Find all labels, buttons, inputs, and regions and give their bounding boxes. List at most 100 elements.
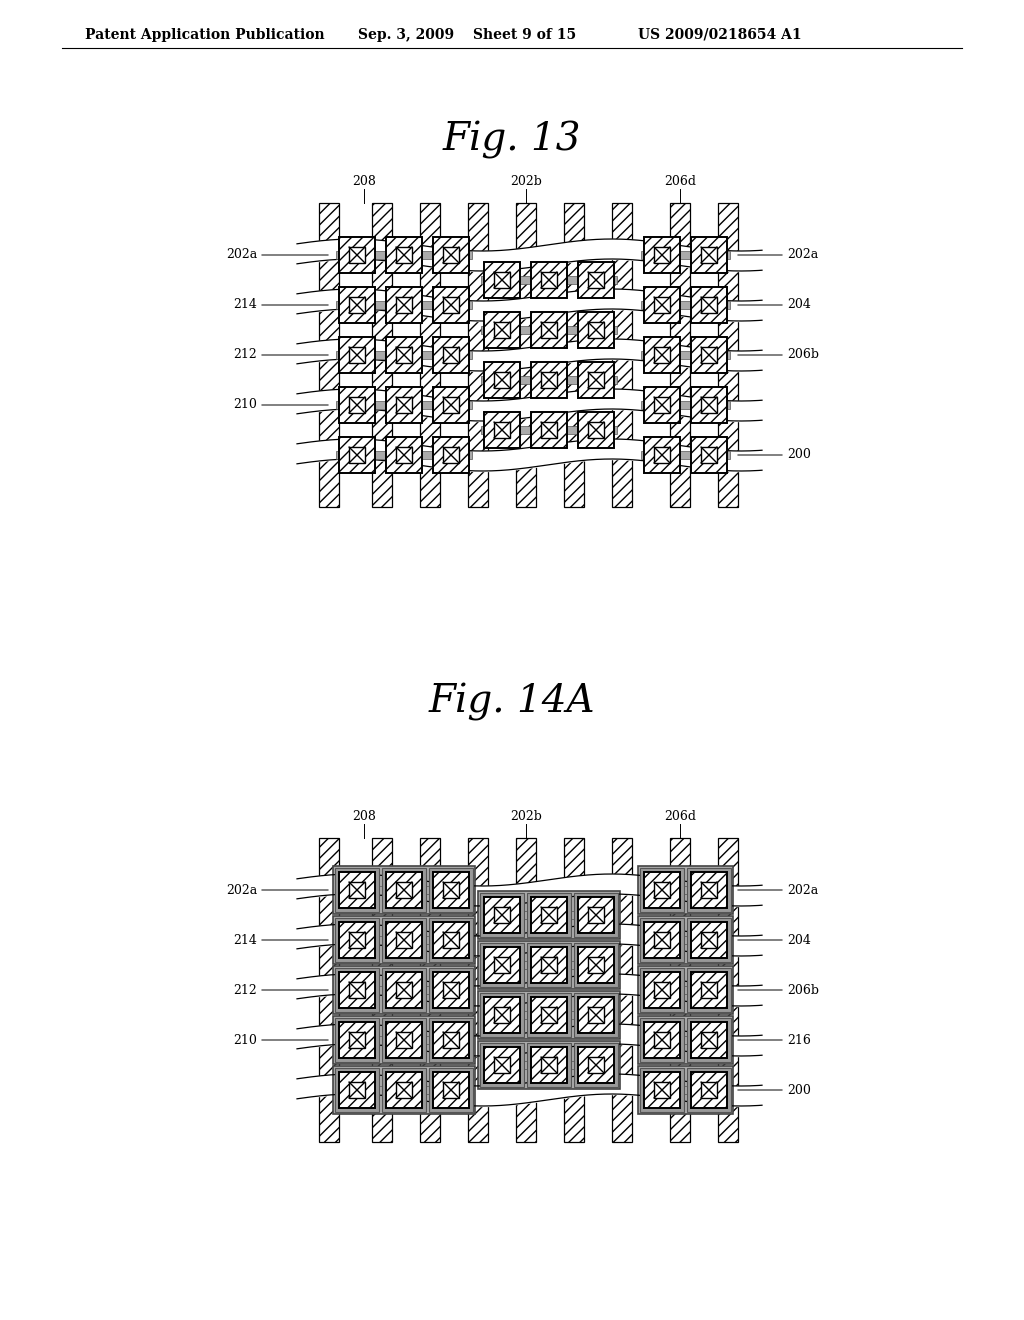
- Bar: [541, 422, 557, 438]
- Bar: [382, 869, 426, 912]
- Text: 200: 200: [787, 1084, 811, 1097]
- Bar: [386, 387, 422, 422]
- Bar: [701, 982, 717, 998]
- Bar: [386, 1022, 422, 1059]
- Bar: [386, 1072, 422, 1107]
- Bar: [349, 1032, 365, 1048]
- Bar: [494, 1057, 510, 1073]
- Bar: [429, 968, 473, 1012]
- Bar: [484, 362, 520, 399]
- Bar: [349, 982, 365, 998]
- Bar: [578, 312, 614, 348]
- Bar: [612, 838, 632, 1142]
- Bar: [468, 203, 488, 507]
- Bar: [443, 982, 459, 998]
- Bar: [494, 422, 510, 438]
- Bar: [336, 301, 472, 309]
- Bar: [386, 337, 422, 374]
- Bar: [578, 362, 614, 399]
- Bar: [654, 347, 670, 363]
- Bar: [396, 882, 412, 898]
- Bar: [588, 372, 604, 388]
- Bar: [481, 1061, 617, 1069]
- Text: Fig. 14A: Fig. 14A: [429, 682, 595, 721]
- Bar: [644, 337, 680, 374]
- Bar: [578, 412, 614, 447]
- Text: 214: 214: [233, 933, 257, 946]
- Bar: [691, 387, 727, 422]
- Bar: [644, 873, 680, 908]
- Bar: [687, 1018, 731, 1063]
- Bar: [481, 1011, 617, 1019]
- Bar: [339, 1022, 375, 1059]
- Bar: [349, 1082, 365, 1098]
- Bar: [349, 397, 365, 413]
- Bar: [687, 917, 731, 962]
- Bar: [319, 838, 339, 1142]
- Text: 212: 212: [233, 348, 257, 362]
- Bar: [478, 991, 620, 1039]
- Bar: [718, 838, 738, 1142]
- Bar: [481, 961, 617, 969]
- Text: 202a: 202a: [787, 248, 818, 261]
- Text: 202b: 202b: [510, 810, 542, 822]
- Bar: [433, 286, 469, 323]
- Bar: [349, 447, 365, 463]
- Bar: [339, 921, 375, 958]
- Bar: [349, 882, 365, 898]
- Bar: [654, 397, 670, 413]
- Bar: [531, 946, 567, 983]
- Bar: [654, 882, 670, 898]
- Bar: [588, 422, 604, 438]
- Bar: [480, 993, 524, 1038]
- Text: 206d: 206d: [664, 176, 696, 187]
- Bar: [654, 932, 670, 948]
- Text: 206b: 206b: [787, 348, 819, 362]
- Bar: [588, 957, 604, 973]
- Text: 202b: 202b: [510, 176, 542, 187]
- Bar: [396, 247, 412, 263]
- Bar: [691, 921, 727, 958]
- Bar: [641, 1036, 730, 1044]
- Bar: [336, 986, 472, 994]
- Bar: [336, 401, 472, 409]
- Bar: [336, 886, 472, 894]
- Bar: [541, 372, 557, 388]
- Bar: [494, 372, 510, 388]
- Bar: [527, 993, 571, 1038]
- Bar: [641, 251, 730, 259]
- Bar: [420, 838, 440, 1142]
- Bar: [670, 838, 690, 1142]
- Bar: [527, 942, 571, 987]
- Bar: [339, 387, 375, 422]
- Bar: [335, 869, 379, 912]
- Bar: [333, 916, 475, 964]
- Text: 202a: 202a: [225, 248, 257, 261]
- Bar: [396, 347, 412, 363]
- Bar: [638, 1016, 733, 1064]
- Bar: [644, 387, 680, 422]
- Bar: [574, 993, 618, 1038]
- Bar: [443, 397, 459, 413]
- Bar: [382, 1068, 426, 1111]
- Bar: [386, 286, 422, 323]
- Bar: [494, 322, 510, 338]
- Bar: [541, 957, 557, 973]
- Bar: [670, 203, 690, 507]
- Bar: [349, 932, 365, 948]
- Bar: [640, 1068, 684, 1111]
- Bar: [541, 907, 557, 923]
- Text: 202a: 202a: [787, 883, 818, 896]
- Bar: [531, 362, 567, 399]
- Bar: [396, 447, 412, 463]
- Bar: [654, 1082, 670, 1098]
- Bar: [691, 972, 727, 1008]
- Bar: [333, 1016, 475, 1064]
- Text: 204: 204: [787, 933, 811, 946]
- Bar: [433, 873, 469, 908]
- Bar: [433, 437, 469, 473]
- Bar: [701, 1032, 717, 1048]
- Bar: [640, 869, 684, 912]
- Bar: [480, 942, 524, 987]
- Bar: [468, 838, 488, 1142]
